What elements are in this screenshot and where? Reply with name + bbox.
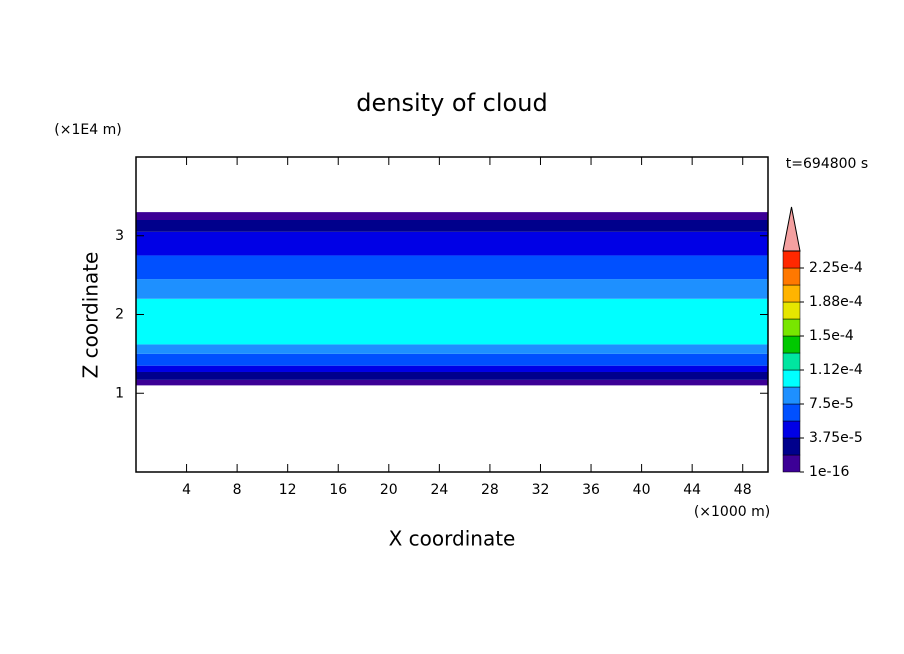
x-tick-label: 20 <box>380 482 398 498</box>
y-axis-title: Z coordinate <box>79 252 103 379</box>
colorbar-band <box>782 250 801 269</box>
colorbar-tick-label: 3.75e-5 <box>809 430 863 446</box>
colorbar-tick-label: 1.88e-4 <box>809 294 863 310</box>
x-tick-label: 48 <box>734 482 752 498</box>
colorbar-band <box>782 301 801 320</box>
annotation: t=694800 s <box>786 156 868 172</box>
contour-band <box>136 371 768 380</box>
x-tick-label: 36 <box>582 482 600 498</box>
y-tick-label: 2 <box>115 307 124 323</box>
y-unit: (×1E4 m) <box>54 122 121 138</box>
x-tick-label: 28 <box>481 482 499 498</box>
colorbar-band <box>782 386 801 405</box>
colorbar-tick-label: 1.12e-4 <box>809 362 863 378</box>
x-tick-label: 8 <box>233 482 242 498</box>
colorbar-band <box>782 403 801 422</box>
contour-band <box>136 279 768 299</box>
contour-band <box>136 353 768 366</box>
x-unit: (×1000 m) <box>694 504 770 520</box>
contour-band <box>136 344 768 354</box>
contour-band <box>136 365 768 372</box>
colorbar-band <box>782 437 801 456</box>
contour-band <box>136 379 768 386</box>
x-tick-label: 32 <box>532 482 550 498</box>
x-tick-label: 24 <box>430 482 448 498</box>
colorbar-tick-label: 7.5e-5 <box>809 396 854 412</box>
colorbar-tick-label: 2.25e-4 <box>809 260 863 276</box>
contour-band <box>136 212 768 220</box>
contour-band <box>136 298 768 345</box>
contour-band <box>136 255 768 280</box>
colorbar-band <box>782 335 801 354</box>
x-tick-label: 4 <box>182 482 191 498</box>
x-axis-title: X coordinate <box>389 527 516 551</box>
contour-band <box>136 231 768 256</box>
x-tick-label: 12 <box>279 482 297 498</box>
colorbar-band <box>782 454 801 473</box>
colorbar-extend <box>782 206 801 252</box>
contour-band <box>136 220 768 232</box>
colorbar-tick-label: 1.5e-4 <box>809 328 854 344</box>
y-tick-label: 1 <box>115 385 124 401</box>
colorbar-band <box>782 284 801 303</box>
colorbar-tick-label: 1e-16 <box>809 464 849 480</box>
colorbar-band <box>782 420 801 439</box>
x-tick-label: 16 <box>329 482 347 498</box>
x-tick-label: 44 <box>683 482 701 498</box>
colorbar-band <box>782 267 801 286</box>
y-tick-label: 3 <box>115 228 124 244</box>
colorbar-band <box>782 318 801 337</box>
chart-title: density of cloud <box>356 89 547 117</box>
colorbar-band <box>782 369 801 388</box>
x-tick-label: 40 <box>633 482 651 498</box>
colorbar-band <box>782 352 801 371</box>
